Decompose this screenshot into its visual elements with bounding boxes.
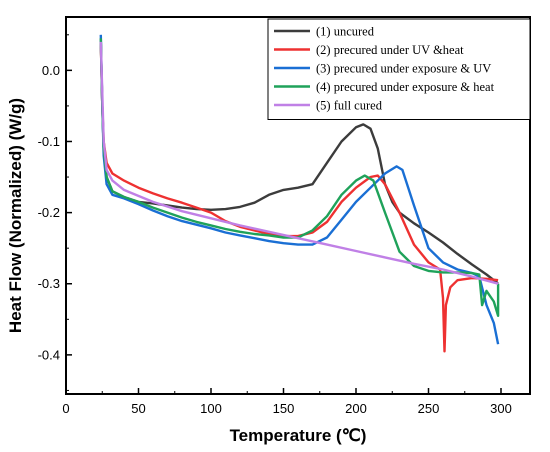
series-line-5 [99, 41, 499, 285]
y-tick-label: -0.4 [38, 347, 60, 362]
legend-label: (1) uncured [316, 25, 375, 39]
y-tick-label: 0.0 [42, 63, 60, 78]
x-tick-label: 250 [418, 401, 440, 416]
x-tick-label: 300 [490, 401, 512, 416]
y-tick-label: -0.1 [38, 134, 60, 149]
y-tick-label: -0.2 [38, 205, 60, 220]
legend-box [267, 18, 531, 120]
legend: (1) uncured (2) precured under UV &heat (3… [267, 18, 531, 120]
series-layer [99, 34, 500, 353]
legend-label: (2) precured under UV &heat [316, 43, 464, 57]
y-axis-ticks: 0.0 -0.1 -0.2 -0.3 -0.4 [38, 34, 72, 391]
x-tick-label: 0 [62, 401, 69, 416]
legend-label: (3) precured under exposure & UV [316, 62, 491, 76]
series-line-2 [99, 41, 499, 353]
plot-frame [65, 16, 531, 395]
x-tick-label: 150 [273, 401, 295, 416]
legend-label: (4) precured under exposure & heat [316, 80, 495, 94]
x-axis-ticks: 0 50 100 150 200 250 300 [62, 388, 512, 416]
x-axis-title: Temperature (℃) [230, 426, 367, 445]
series-line-4 [99, 38, 500, 317]
legend-label: (5) full cured [316, 99, 383, 113]
y-tick-label: -0.3 [38, 276, 60, 291]
y-axis-title: Heat Flow (Normalized) (W/g) [6, 98, 25, 333]
series-line-3 [99, 34, 500, 345]
x-tick-label: 100 [200, 401, 222, 416]
x-tick-label: 50 [131, 401, 145, 416]
x-tick-label: 200 [345, 401, 367, 416]
